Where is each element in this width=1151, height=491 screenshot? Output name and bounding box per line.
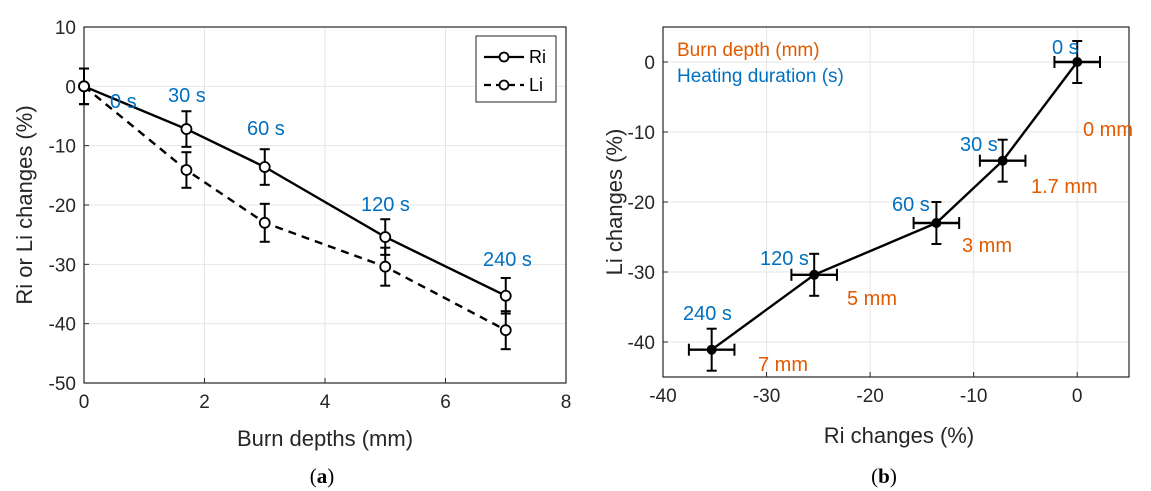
plot-frame-b (662, 26, 1130, 378)
y-tick-label: 0 (65, 77, 76, 98)
y-tick-label: 0 (644, 53, 655, 74)
legend-burn-depth: Burn depth (mm) (677, 40, 820, 61)
legend-label-ri: Ri (529, 47, 546, 67)
series-b (687, 40, 1102, 372)
chart-panel-b: -40 -30 -20 -10 0 0 -10 -20 -30 -40 Ri changes (%… (602, 26, 1133, 488)
y-tick-label: -40 (628, 333, 655, 354)
chart-panel-a: 0 2 4 6 8 10 0 -10 -20 -30 -40 -50 Burn depths (mm)… (12, 18, 571, 488)
data-point (1072, 57, 1083, 67)
annotation-60s-a: 60 s (247, 118, 285, 140)
legend-label-li: Li (529, 75, 543, 95)
annotation-120s-a: 120 s (361, 194, 410, 216)
duration-label-60s: 60 s (892, 194, 930, 216)
data-point (258, 161, 271, 173)
data-point (258, 216, 271, 229)
y-tick-label: -10 (628, 123, 655, 144)
x-tick-label: 0 (1072, 386, 1083, 407)
x-tick-label: 6 (440, 392, 451, 413)
legend-a: Ri Li (475, 35, 557, 103)
data-point (706, 344, 717, 355)
tick-labels-b: -40 -30 -20 -10 0 0 -10 -20 -30 -40 (628, 53, 1083, 407)
data-point (931, 218, 942, 228)
data-point (997, 155, 1008, 166)
caption-a: (a) (310, 464, 335, 488)
y-tick-label: -20 (628, 193, 655, 214)
caption-b: (b) (871, 464, 897, 488)
depth-label-3mm: 3 mm (962, 235, 1012, 257)
legend-marker-ri (498, 51, 510, 63)
data-point (379, 231, 392, 243)
data-point (180, 164, 193, 176)
x-tick-label: -40 (649, 386, 676, 407)
data-point (809, 269, 820, 280)
x-axis-title-a: Burn depths (mm) (237, 426, 413, 451)
data-point (499, 289, 512, 302)
data-point (180, 123, 193, 135)
y-axis-title-b: Li changes (%) (602, 129, 627, 276)
x-tick-label: -30 (753, 386, 780, 407)
x-tick-label: 0 (79, 392, 90, 413)
plot-frame-a (83, 26, 567, 384)
depth-labels-b: 0 mm 1.7 mm 3 mm 5 mm 7 mm (758, 119, 1133, 376)
duration-label-30s: 30 s (960, 134, 998, 156)
series-line-Li (83, 85, 507, 332)
data-point (379, 260, 392, 273)
x-tick-label: -10 (960, 386, 987, 407)
y-tick-label: -30 (628, 263, 655, 284)
data-point (499, 324, 512, 337)
caption-letter-a: a (317, 464, 328, 488)
x-tick-label: -20 (856, 386, 883, 407)
depth-label-5mm: 5 mm (847, 288, 897, 310)
annotation-240s-a: 240 s (483, 249, 532, 271)
legend-heating-duration: Heating duration (s) (677, 66, 844, 87)
depth-label-0mm: 0 mm (1083, 119, 1133, 141)
tick-labels-a: 0 2 4 6 8 10 0 -10 -20 -30 -40 -50 (49, 18, 572, 413)
duration-label-0s: 0 s (1052, 37, 1079, 59)
series-a (78, 67, 512, 351)
x-axis-title-b: Ri changes (%) (824, 423, 974, 448)
x-tick-label: 2 (199, 392, 210, 413)
y-tick-label: -50 (49, 374, 76, 395)
y-tick-label: -30 (49, 255, 76, 276)
duration-label-240s: 240 s (683, 303, 732, 325)
duration-label-120s: 120 s (760, 248, 809, 270)
y-tick-label: -40 (49, 315, 76, 336)
caption-letter-b: b (878, 464, 890, 488)
annotations-a: 0 s 30 s 60 s 120 s 240 s (110, 85, 532, 271)
x-tick-label: 8 (561, 392, 572, 413)
y-tick-label: -20 (49, 196, 76, 217)
y-axis-title-a: Ri or Li changes (%) (12, 105, 37, 304)
duration-labels-b: 0 s 30 s 60 s 120 s 240 s (683, 37, 1079, 325)
y-tick-label: -10 (49, 137, 76, 158)
legend-marker-li (498, 79, 510, 91)
annotation-30s-a: 30 s (168, 85, 206, 107)
annotation-0s-a: 0 s (110, 91, 137, 113)
depth-label-1-7mm: 1.7 mm (1031, 176, 1098, 198)
depth-label-7mm: 7 mm (758, 354, 808, 376)
legend-box-a (475, 35, 557, 103)
y-tick-label: 10 (55, 18, 76, 39)
data-point (78, 80, 90, 93)
x-tick-label: 4 (320, 392, 331, 413)
